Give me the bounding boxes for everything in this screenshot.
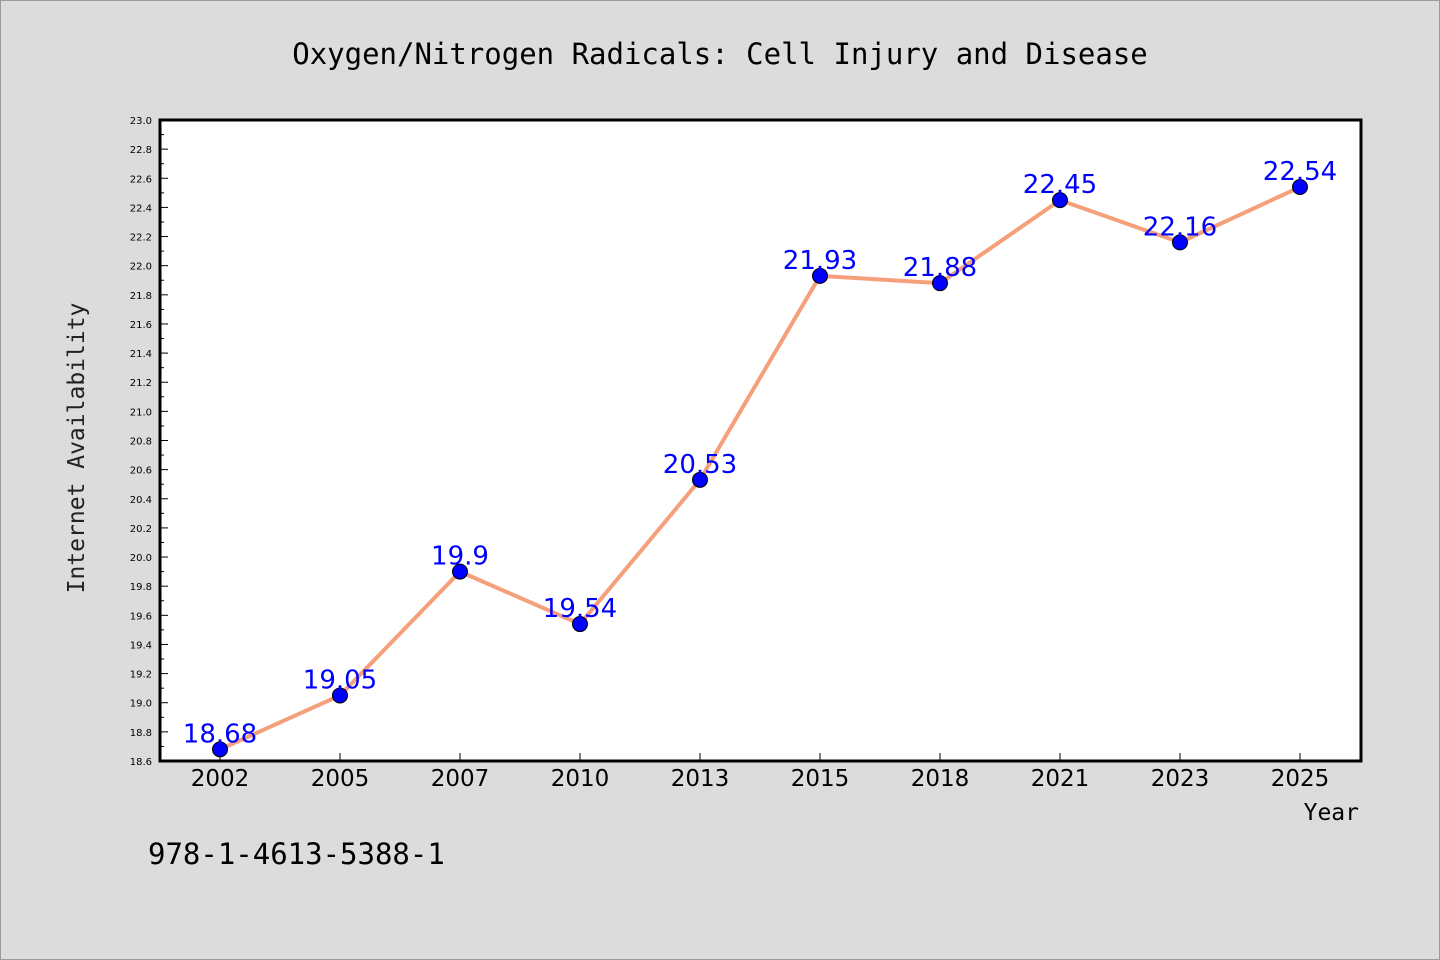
y-tick-label: 23.0 — [130, 116, 152, 127]
plot-area — [158, 118, 1363, 763]
y-axis-label: Internet Availability — [64, 303, 90, 594]
data-label: 21.93 — [783, 246, 857, 276]
data-label: 19.05 — [303, 665, 377, 695]
x-tick-label: 2007 — [431, 766, 490, 792]
data-point — [212, 741, 228, 758]
x-tick-label: 2002 — [191, 766, 250, 792]
y-tick-label: 19.0 — [130, 699, 152, 710]
data-label: 18.68 — [183, 719, 257, 749]
series-markers — [212, 179, 1308, 758]
y-axis-ticks: 18.6 18.8 19.0 19.2 19.4 19.6 19.8 20.0 20.2 20.4… — [130, 116, 168, 768]
y-tick-label: 18.6 — [130, 757, 152, 768]
y-tick-label: 21.4 — [130, 349, 152, 360]
x-tick-label: 2013 — [671, 766, 730, 792]
x-tick-label: 2018 — [911, 766, 970, 792]
y-tick-label: 22.0 — [130, 262, 152, 273]
y-tick-label: 20.4 — [130, 495, 152, 506]
data-point — [332, 687, 348, 704]
y-tick-label: 20.6 — [130, 466, 152, 477]
y-tick-label: 19.2 — [130, 670, 152, 681]
y-tick-label: 22.2 — [130, 233, 152, 244]
y-tick-label: 19.4 — [130, 640, 152, 651]
x-tick-label: 2021 — [1031, 766, 1090, 792]
y-tick-label: 18.8 — [130, 728, 152, 739]
data-point — [812, 267, 828, 284]
y-tick-label: 21.2 — [130, 378, 152, 389]
data-point — [1172, 234, 1188, 251]
footer-isbn: 978-1-4613-5388-1 — [148, 837, 445, 871]
data-point — [1292, 179, 1308, 196]
data-label: 21.88 — [903, 253, 977, 283]
y-tick-label: 22.6 — [130, 174, 152, 185]
y-tick-label: 20.8 — [130, 437, 152, 448]
data-label: 20.53 — [663, 450, 737, 480]
y-tick-label: 21.0 — [130, 407, 152, 418]
data-point — [452, 563, 468, 580]
x-axis-ticks: 2002 2005 2007 2010 2013 2015 2018 2021 2023 2025 — [191, 753, 1330, 792]
chart-title: Oxygen/Nitrogen Radicals: Cell Injury an… — [292, 37, 1148, 71]
y-tick-label: 20.0 — [130, 553, 152, 564]
y-tick-label: 21.6 — [130, 320, 152, 331]
series-line — [219, 185, 1301, 752]
x-tick-label: 2023 — [1151, 766, 1210, 792]
x-axis-label: Year — [1304, 800, 1359, 826]
data-label: 22.54 — [1263, 157, 1337, 187]
data-point — [932, 275, 948, 292]
data-label: 22.45 — [1023, 170, 1097, 200]
data-point — [1052, 192, 1068, 209]
y-tick-label: 19.6 — [130, 611, 152, 622]
x-tick-label: 2010 — [551, 766, 610, 792]
y-tick-label: 19.8 — [130, 582, 152, 593]
y-tick-label: 22.8 — [130, 145, 152, 156]
data-point — [692, 471, 708, 488]
data-labels: 18.68 19.05 19.9 19.54 20.53 21.93 21.88 22.45 2… — [183, 157, 1337, 749]
x-tick-label: 2025 — [1271, 766, 1330, 792]
y-tick-label: 20.2 — [130, 524, 152, 535]
y-tick-label: 21.8 — [130, 291, 152, 302]
y-tick-label: 22.4 — [130, 203, 152, 214]
data-label: 19.54 — [543, 594, 617, 624]
x-tick-label: 2015 — [791, 766, 850, 792]
data-label: 19.9 — [431, 542, 489, 572]
x-tick-label: 2005 — [311, 766, 370, 792]
data-label: 22.16 — [1143, 212, 1217, 242]
data-point — [572, 616, 588, 633]
